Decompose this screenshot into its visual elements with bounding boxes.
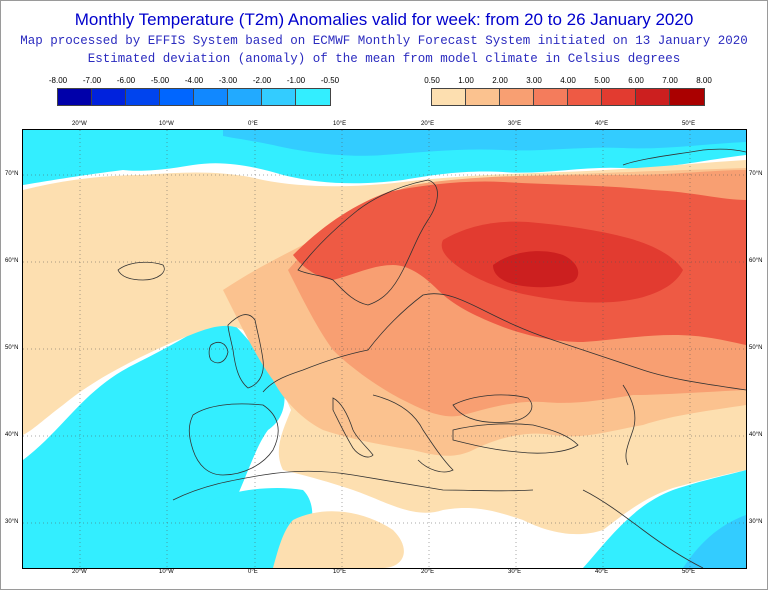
lon-label-bottom: 40°E <box>595 569 609 575</box>
cold-anomaly-legend: -8.00 -7.00 -6.00 -5.00 -4.00 -3.00 -2.00 -1.00… <box>49 76 340 106</box>
legend-swatch <box>160 89 194 105</box>
lon-label-top: 10°W <box>159 121 174 127</box>
lat-label-right: 60°N <box>749 258 763 264</box>
legend-tick-label: -4.00 <box>184 76 204 85</box>
legend-swatch <box>262 89 296 105</box>
cold-anomaly-middle-east-deep <box>683 515 746 568</box>
coastlines <box>117 148 746 568</box>
warm-anomaly-max <box>493 251 579 288</box>
legend-tick-label: 0.50 <box>424 76 440 85</box>
map-subtitle-description: Estimated deviation (anomaly) of the mea… <box>87 52 681 66</box>
lon-label-bottom: 20°E <box>421 569 435 575</box>
legend-swatch <box>194 89 228 105</box>
lon-label-top: 0°E <box>248 121 258 127</box>
legend-tick-label: -8.00 <box>48 76 68 85</box>
legend-swatch <box>228 89 262 105</box>
legend-tick-label: 1.00 <box>458 76 474 85</box>
lon-label-bottom: 30°E <box>508 569 522 575</box>
lat-label-right: 30°N <box>749 519 763 525</box>
lon-label-bottom: 20°W <box>72 569 87 575</box>
cold-anomaly-arctic-deep <box>223 130 746 156</box>
lon-label-top: 20°E <box>421 121 435 127</box>
legend-tick-label: -7.00 <box>82 76 102 85</box>
lon-label-top: 20°W <box>72 121 87 127</box>
legend-swatch <box>670 89 704 105</box>
legend-tick-label: 6.00 <box>628 76 644 85</box>
legend-tick-label: 5.00 <box>594 76 610 85</box>
lon-label-bottom: 50°E <box>682 569 696 575</box>
legend-swatch <box>466 89 500 105</box>
legend-swatch <box>602 89 636 105</box>
warm-anomaly-north-africa <box>273 511 404 568</box>
legend-swatch <box>432 89 466 105</box>
anomaly-map <box>22 129 747 569</box>
cold-legend-bar <box>57 88 331 106</box>
lat-label-left: 60°N <box>5 258 19 264</box>
lon-label-top: 30°E <box>508 121 522 127</box>
graticule <box>23 130 746 568</box>
lat-label-left: 50°N <box>5 345 19 351</box>
legend-swatch <box>636 89 670 105</box>
legend-tick-label: 3.00 <box>526 76 542 85</box>
lat-label-right: 40°N <box>749 432 763 438</box>
lat-label-left: 30°N <box>5 519 19 525</box>
lat-label-left: 70°N <box>5 171 19 177</box>
map-subtitle-processing: Map processed by EFFIS System based on E… <box>20 34 748 48</box>
legend-tick-label: -6.00 <box>116 76 136 85</box>
legend-tick-label: -0.50 <box>320 76 340 85</box>
lat-label-left: 40°N <box>5 432 19 438</box>
legend-swatch <box>92 89 126 105</box>
lon-label-top: 40°E <box>595 121 609 127</box>
cold-anomaly-southwest <box>143 488 313 568</box>
legend-tick-label: 8.00 <box>696 76 712 85</box>
warm-anomaly-legend: 0.50 1.00 2.00 3.00 4.00 5.00 6.00 7.00 8.00 <box>424 76 712 106</box>
legend-swatch <box>500 89 534 105</box>
legend-tick-label: 7.00 <box>662 76 678 85</box>
map-title: Monthly Temperature (T2m) Anomalies vali… <box>74 10 694 29</box>
anomaly-map-canvas <box>23 130 746 568</box>
lon-label-top: 10°E <box>333 121 347 127</box>
legend-swatch <box>126 89 160 105</box>
legend-tick-label: -5.00 <box>150 76 170 85</box>
legend-swatch <box>296 89 330 105</box>
lat-label-right: 50°N <box>749 345 763 351</box>
lon-label-bottom: 0°E <box>248 569 258 575</box>
warm-legend-bar <box>431 88 705 106</box>
legend-tick-label: -1.00 <box>286 76 306 85</box>
lon-label-top: 50°E <box>682 121 696 127</box>
legend-tick-label: 4.00 <box>560 76 576 85</box>
legend-tick-label: -2.00 <box>252 76 272 85</box>
cold-anomaly-greenland <box>23 130 103 185</box>
lon-label-bottom: 10°E <box>333 569 347 575</box>
lat-label-right: 70°N <box>749 171 763 177</box>
legend-swatch <box>58 89 92 105</box>
legend-swatch <box>568 89 602 105</box>
legend-tick-label: 2.00 <box>492 76 508 85</box>
legend-swatch <box>534 89 568 105</box>
legend-tick-label: -3.00 <box>218 76 238 85</box>
lon-label-bottom: 10°W <box>159 569 174 575</box>
